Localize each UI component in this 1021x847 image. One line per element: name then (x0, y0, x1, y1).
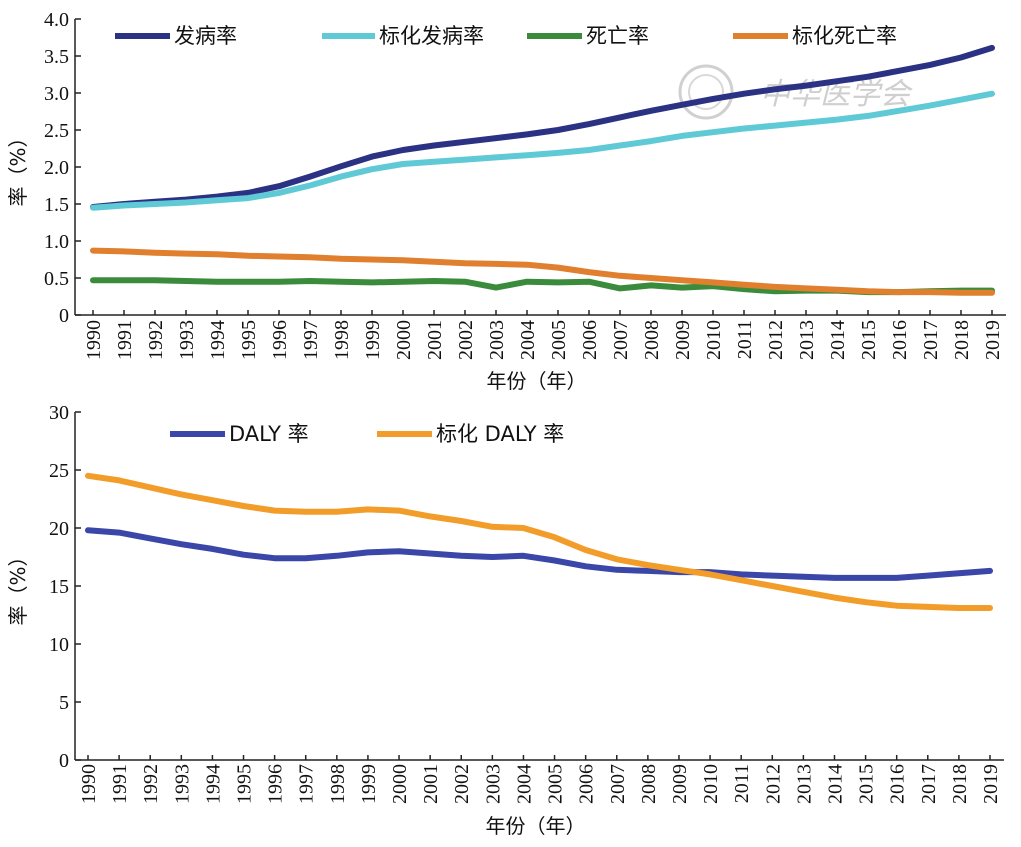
x-tick-label: 2014 (827, 320, 849, 360)
x-tick-label: 1996 (265, 764, 287, 804)
x-tick-label: 1998 (331, 320, 353, 360)
x-tick-label: 2013 (793, 764, 815, 804)
x-tick-label: 2000 (389, 764, 411, 804)
x-tick-label: 2000 (393, 320, 415, 360)
y-tick-label: 30 (49, 402, 69, 424)
x-tick-label: 1994 (207, 320, 229, 360)
x-tick-label: 2009 (669, 764, 691, 804)
x-tick-label: 1995 (234, 764, 256, 804)
x-tick-label: 2018 (949, 764, 971, 804)
legend-label: 发病率 (174, 24, 237, 48)
x-tick-label: 2010 (700, 764, 722, 804)
y-axis-label: 率（%） (6, 127, 30, 206)
series-line (90, 90, 995, 211)
x-tick-label: 2002 (455, 320, 477, 360)
x-tick-label: 2003 (482, 764, 504, 804)
x-tick-label: 1996 (269, 320, 291, 360)
x-tick-label: 1995 (238, 320, 260, 360)
x-tick-label: 2017 (918, 764, 940, 804)
x-tick-label: 2012 (762, 764, 784, 804)
y-tick-label: 0.5 (44, 268, 69, 290)
x-tick-label: 2019 (982, 320, 1004, 360)
x-tick-label: 2010 (703, 320, 725, 360)
x-tick-label: 2011 (734, 320, 756, 359)
x-tick-label: 2005 (548, 320, 570, 360)
x-tick-label: 2018 (951, 320, 973, 360)
series-line (90, 44, 995, 210)
y-tick-label: 10 (49, 634, 69, 656)
x-tick-label: 2006 (576, 764, 598, 804)
x-tick-label: 2002 (451, 764, 473, 804)
x-tick-label: 2019 (980, 764, 1002, 804)
x-tick-label: 2016 (889, 320, 911, 360)
y-tick-label: 15 (49, 576, 69, 598)
x-tick-label: 2004 (513, 764, 535, 804)
y-tick-label: 25 (49, 460, 69, 482)
series-line (90, 247, 995, 296)
y-tick-label: 5 (59, 692, 69, 714)
x-tick-label: 2013 (796, 320, 818, 360)
x-tick-label: 1990 (78, 764, 100, 804)
x-tick-label: 1992 (140, 764, 162, 804)
x-tick-label: 1999 (362, 320, 384, 360)
x-tick-label: 2014 (824, 764, 846, 804)
legend-label: 标化发病率 (379, 24, 484, 48)
x-tick-label: 2009 (672, 320, 694, 360)
x-tick-label: 2005 (545, 764, 567, 804)
x-tick-label: 1993 (176, 320, 198, 360)
y-tick-label: 0 (59, 305, 69, 327)
y-tick-label: 20 (49, 518, 69, 540)
y-tick-label: 1.5 (44, 194, 69, 216)
x-tick-label: 1993 (171, 764, 193, 804)
y-tick-label: 1.0 (44, 231, 69, 253)
y-tick-label: 3.0 (44, 83, 69, 105)
y-tick-label: 0 (59, 750, 69, 772)
x-tick-label: 1999 (358, 764, 380, 804)
x-tick-label: 2007 (607, 764, 629, 804)
legend-label: DALY 率 (229, 422, 309, 446)
y-tick-label: 4.0 (44, 9, 69, 31)
series-line (85, 527, 993, 581)
x-tick-label: 1998 (327, 764, 349, 804)
series-line (85, 472, 993, 611)
x-tick-label: 2015 (856, 764, 878, 804)
x-tick-label: 1991 (109, 764, 131, 804)
x-tick-label: 1997 (296, 764, 318, 804)
x-tick-label: 2017 (920, 320, 942, 360)
x-tick-label: 2001 (424, 320, 446, 360)
y-axis-label: 率（%） (6, 546, 30, 625)
x-tick-label: 2003 (486, 320, 508, 360)
x-axis-label: 年份（年） (487, 369, 587, 393)
x-tick-label: 2007 (610, 320, 632, 360)
legend-label: 死亡率 (586, 24, 649, 48)
x-tick-label: 2004 (517, 320, 539, 360)
x-tick-label: 2001 (420, 764, 442, 804)
y-tick-label: 3.5 (44, 46, 69, 68)
x-tick-label: 2006 (579, 320, 601, 360)
x-tick-label: 1994 (202, 764, 224, 804)
x-tick-label: 2008 (641, 320, 663, 360)
x-tick-label: 2012 (765, 320, 787, 360)
legend-label: 标化死亡率 (792, 24, 897, 48)
panel-top: 0 0.5 1.0 1.5 2.0 2.5 3.0 3.5 4.0 1990 1991 1992 199… (6, 9, 1006, 393)
x-tick-label: 2008 (638, 764, 660, 804)
x-tick-label: 2016 (887, 764, 909, 804)
panel-bottom: 0 5 10 15 20 25 30 1990 1991 1992 1993 1994 1995 1996… (6, 402, 1004, 838)
x-tick-label: 1991 (114, 320, 136, 360)
y-tick-label: 2.5 (44, 120, 69, 142)
x-tick-label: 2011 (731, 764, 753, 803)
x-tick-label: 1992 (145, 320, 167, 360)
x-tick-label: 1990 (83, 320, 105, 360)
x-tick-label: 1997 (300, 320, 322, 360)
x-axis-label: 年份（年） (486, 814, 586, 838)
y-tick-label: 2.0 (44, 157, 69, 179)
legend-label: 标化 DALY 率 (436, 422, 564, 446)
x-tick-label: 2015 (858, 320, 880, 360)
